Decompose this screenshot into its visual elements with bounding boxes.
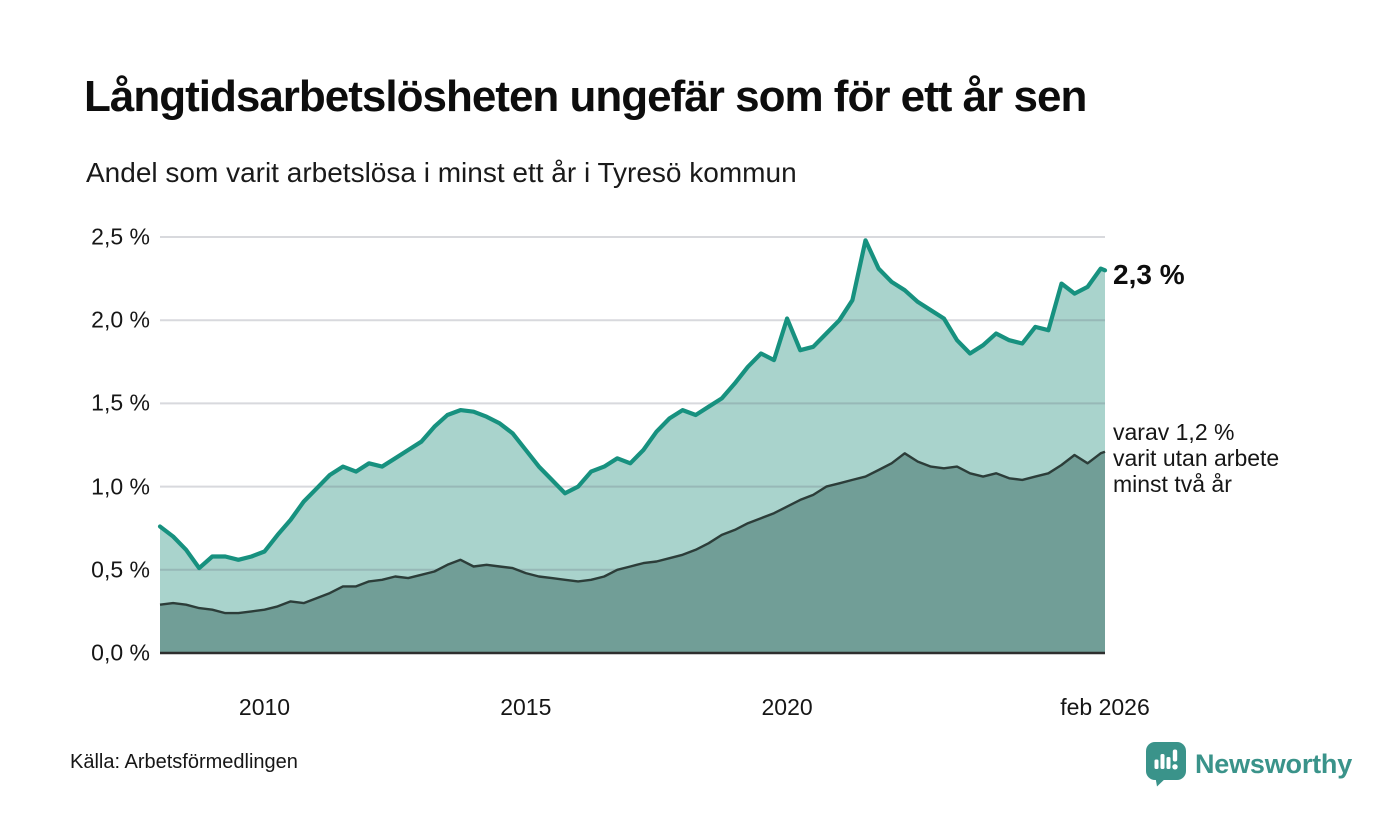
secondary-annotation: varav 1,2 % varit utan arbete minst två … (1113, 419, 1280, 497)
x-axis-tick-label: feb 2026 (1060, 694, 1150, 720)
y-axis-tick-label: 0,5 % (91, 556, 150, 583)
y-axis-tick-label: 2,0 % (91, 306, 150, 333)
source-credit: Källa: Arbetsförmedlingen (70, 751, 298, 773)
x-axis-tick-label: 2020 (761, 694, 813, 720)
series-line-two-years (159, 450, 1106, 615)
x-axis-tick-label: 2015 (500, 694, 552, 720)
series-area-total (160, 240, 1105, 654)
y-axis-tick-label: 1,0 % (91, 473, 150, 500)
page-subtitle: Andel som varit arbetslösa i minst ett å… (86, 157, 797, 188)
page-title: Långtidsarbetslösheten ungefär som för e… (84, 72, 1087, 121)
series-area-two-years (160, 451, 1105, 653)
bar-chart-bubble-icon (1146, 742, 1186, 787)
latest-value-label: 2,3 % (1113, 259, 1185, 290)
y-axis-tick-label: 1,5 % (91, 389, 150, 416)
series-line-total (157, 238, 1108, 571)
y-axis-tick-label: 0,0 % (91, 639, 150, 666)
x-axis-tick-label: 2010 (238, 694, 291, 720)
y-axis-tick-label: 2,5 % (91, 223, 150, 250)
newsworthy-logo: Newsworthy (1146, 742, 1352, 787)
brand-name: Newsworthy (1195, 749, 1353, 779)
